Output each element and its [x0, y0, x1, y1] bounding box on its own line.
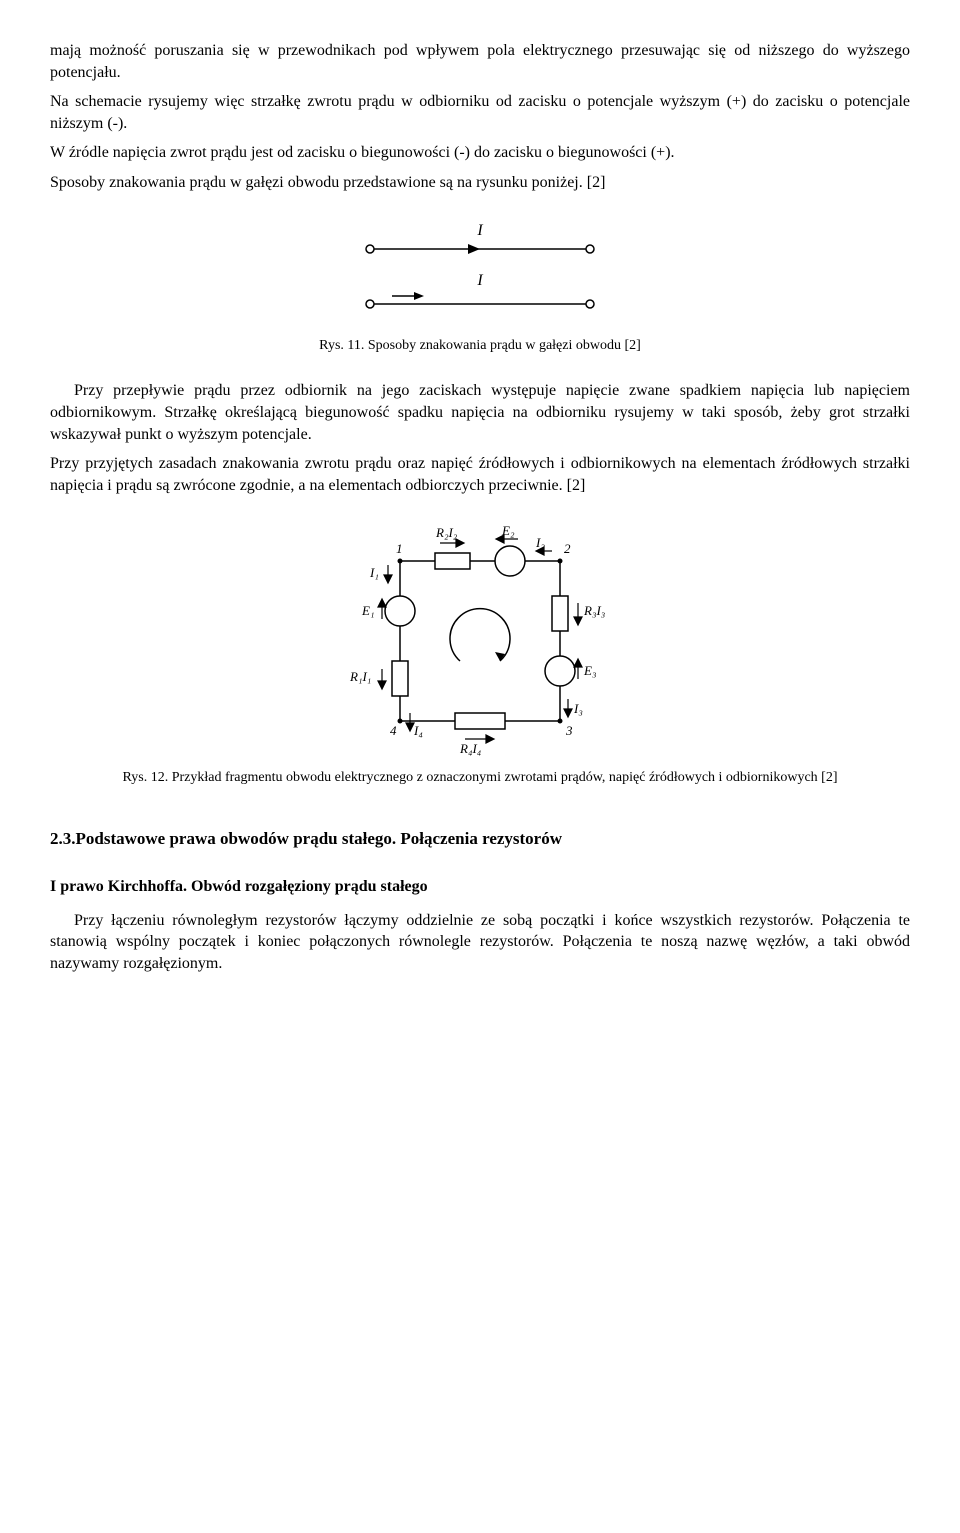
- fig11-node: [366, 245, 374, 253]
- fig11-node: [586, 300, 594, 308]
- figure-11: I I Rys. 11. Sposoby znakowania prądu w …: [50, 219, 910, 356]
- fig11-arrow-bottom: [414, 292, 424, 300]
- lbl-n1: 1: [396, 541, 403, 556]
- lbl-E2: E₂: [501, 523, 515, 538]
- lbl-R2: R₂I₂: [435, 525, 458, 540]
- kirchhoff-heading: I prawo Kirchhoffa. Obwód rozgałęziony p…: [50, 876, 910, 898]
- lbl-n3: 3: [565, 723, 573, 738]
- lbl-I3: I₃: [573, 701, 583, 716]
- paragraph-7: Przy łączeniu równoległym rezystorów łąc…: [50, 910, 910, 975]
- paragraph-4: Sposoby znakowania prądu w gałęzi obwodu…: [50, 172, 910, 194]
- paragraph-1: mają możność poruszania się w przewodnik…: [50, 40, 910, 83]
- paragraph-3: W źródle napięcia zwrot prądu jest od za…: [50, 142, 910, 164]
- fig11-node: [586, 245, 594, 253]
- fig11-label-top: I: [476, 222, 483, 239]
- lbl-n2: 2: [564, 541, 571, 556]
- paragraph-2: Na schemacie rysujemy więc strzałkę zwro…: [50, 91, 910, 134]
- figure-12: 1 2 3 4 E₁ E₂ E₃ R₁I₁ R₂I₂ R₃I₃ R₄I₄ I₁ …: [50, 521, 910, 788]
- paragraph-5: Przy przepływie prądu przez odbiornik na…: [50, 380, 910, 445]
- lbl-R4: R₄I₄: [459, 741, 482, 756]
- lbl-R3: R₃I₃: [583, 603, 605, 618]
- figure-11-svg: I I: [340, 219, 620, 329]
- lbl-I1: I₁: [369, 565, 379, 580]
- lbl-I4: I₄: [413, 723, 423, 738]
- section-2-3-heading: 2.3.Podstawowe prawa obwodów prądu stałe…: [50, 828, 910, 851]
- figure-12-svg: 1 2 3 4 E₁ E₂ E₃ R₁I₁ R₂I₂ R₃I₃ R₄I₄ I₁ …: [340, 521, 620, 761]
- lbl-I2: I₂: [535, 535, 545, 550]
- lbl-n4: 4: [390, 723, 397, 738]
- figure-12-caption: Rys. 12. Przykład fragmentu obwodu elekt…: [50, 769, 910, 788]
- fig11-label-bottom: I: [476, 272, 483, 289]
- figure-11-caption: Rys. 11. Sposoby znakowania prądu w gałę…: [50, 337, 910, 356]
- lbl-E3: E₃: [583, 663, 596, 678]
- lbl-E1: E₁: [361, 603, 374, 618]
- fig11-node: [366, 300, 374, 308]
- paragraph-6: Przy przyjętych zasadach znakowania zwro…: [50, 453, 910, 496]
- fig11-arrow-top: [468, 244, 480, 254]
- lbl-R1: R₁I₁: [349, 669, 371, 684]
